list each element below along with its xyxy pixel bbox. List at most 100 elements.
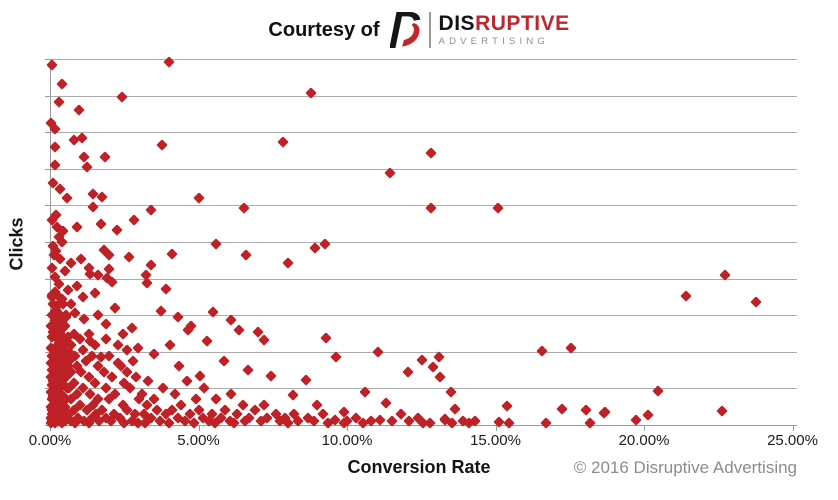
x-tick-mark bbox=[495, 425, 497, 431]
logo-word-ruptive: RUPTIVE bbox=[475, 12, 570, 36]
data-point bbox=[173, 360, 185, 373]
x-axis-title: Conversion Rate bbox=[347, 457, 491, 477]
x-tick-label: 25.00% bbox=[767, 432, 818, 449]
data-point bbox=[54, 183, 67, 195]
y-tick-mark bbox=[45, 351, 50, 353]
data-point bbox=[201, 335, 214, 347]
data-point bbox=[434, 371, 446, 383]
y-tick-mark bbox=[45, 242, 50, 243]
y-tick-mark bbox=[45, 132, 50, 134]
data-point bbox=[238, 202, 250, 214]
data-point bbox=[449, 403, 462, 415]
data-point bbox=[210, 393, 222, 406]
data-point bbox=[491, 202, 504, 214]
data-point bbox=[53, 96, 65, 108]
disruptive-logo: DISRUPTIVE ADVERTISING bbox=[389, 11, 570, 49]
data-point bbox=[750, 296, 762, 309]
data-point bbox=[265, 369, 277, 382]
gridline bbox=[50, 205, 797, 207]
data-point bbox=[142, 375, 154, 387]
x-tick-label: 0.00% bbox=[28, 432, 72, 449]
data-point bbox=[130, 371, 142, 384]
data-point bbox=[160, 282, 172, 295]
data-point bbox=[379, 397, 392, 409]
data-point bbox=[433, 351, 445, 363]
logo-subtext: ADVERTISING bbox=[438, 36, 549, 48]
data-point bbox=[128, 214, 140, 227]
header: Courtesy of DISRUPTIVE ADVERTISING bbox=[0, 6, 838, 54]
data-point bbox=[169, 388, 181, 400]
data-point bbox=[501, 399, 513, 412]
y-tick-mark bbox=[45, 278, 50, 280]
data-point bbox=[106, 371, 119, 384]
logo-word-dis: DIS bbox=[438, 12, 476, 36]
data-point bbox=[189, 393, 202, 406]
gridline bbox=[50, 242, 797, 243]
data-point bbox=[77, 291, 89, 303]
gridline bbox=[50, 351, 797, 353]
data-point bbox=[425, 147, 437, 159]
data-point bbox=[228, 417, 240, 429]
data-point bbox=[124, 382, 136, 395]
data-point bbox=[308, 242, 321, 254]
data-point bbox=[61, 192, 73, 204]
data-point bbox=[198, 382, 211, 395]
logo-wordmark: DISRUPTIVE ADVERTISING bbox=[439, 13, 570, 47]
logo-wordmark-line1: DISRUPTIVE bbox=[439, 13, 570, 34]
data-point bbox=[78, 151, 90, 163]
data-point bbox=[166, 248, 179, 261]
data-point bbox=[218, 355, 230, 367]
data-point bbox=[156, 139, 168, 151]
x-tick-label: 20.00% bbox=[618, 432, 670, 449]
gridline bbox=[50, 132, 797, 134]
data-point bbox=[123, 250, 135, 263]
data-point bbox=[372, 346, 384, 358]
x-tick-mark bbox=[792, 425, 794, 431]
x-tick-mark bbox=[644, 425, 645, 431]
x-tick-mark bbox=[198, 425, 200, 431]
data-point bbox=[282, 257, 294, 269]
data-point bbox=[111, 224, 123, 236]
data-point bbox=[446, 417, 459, 429]
data-point bbox=[94, 218, 107, 230]
data-point bbox=[679, 290, 692, 302]
data-point bbox=[192, 192, 205, 204]
y-tick-mark bbox=[45, 95, 50, 97]
data-point bbox=[88, 287, 101, 299]
data-point bbox=[210, 238, 222, 250]
data-point bbox=[100, 318, 113, 331]
y-axis-title: Clicks bbox=[6, 217, 27, 271]
logo-divider bbox=[428, 12, 431, 48]
gridline bbox=[50, 168, 797, 170]
data-point bbox=[536, 345, 549, 357]
data-point bbox=[127, 355, 139, 367]
data-point bbox=[402, 365, 414, 378]
data-point bbox=[145, 259, 157, 271]
data-point bbox=[76, 132, 88, 144]
data-point bbox=[96, 191, 108, 203]
data-point bbox=[237, 399, 249, 411]
data-point bbox=[320, 332, 332, 344]
x-tick-mark bbox=[347, 425, 348, 431]
data-point bbox=[427, 361, 439, 373]
copyright-text: © 2016 Disruptive Advertising bbox=[573, 458, 797, 477]
data-point bbox=[240, 249, 252, 261]
data-point bbox=[258, 334, 271, 346]
data-point bbox=[116, 91, 128, 103]
data-point bbox=[100, 333, 113, 345]
data-point bbox=[117, 327, 129, 340]
data-point bbox=[99, 151, 111, 163]
data-point bbox=[556, 403, 568, 415]
data-point bbox=[75, 252, 87, 265]
data-point bbox=[715, 405, 728, 417]
data-point bbox=[194, 369, 206, 382]
data-point bbox=[580, 404, 593, 416]
data-point bbox=[81, 161, 93, 173]
data-point bbox=[126, 322, 138, 334]
data-point bbox=[232, 324, 245, 336]
data-point bbox=[180, 375, 193, 387]
y-tick-mark bbox=[45, 59, 50, 60]
data-point bbox=[277, 136, 289, 148]
data-point bbox=[109, 302, 121, 314]
data-point bbox=[49, 141, 61, 153]
